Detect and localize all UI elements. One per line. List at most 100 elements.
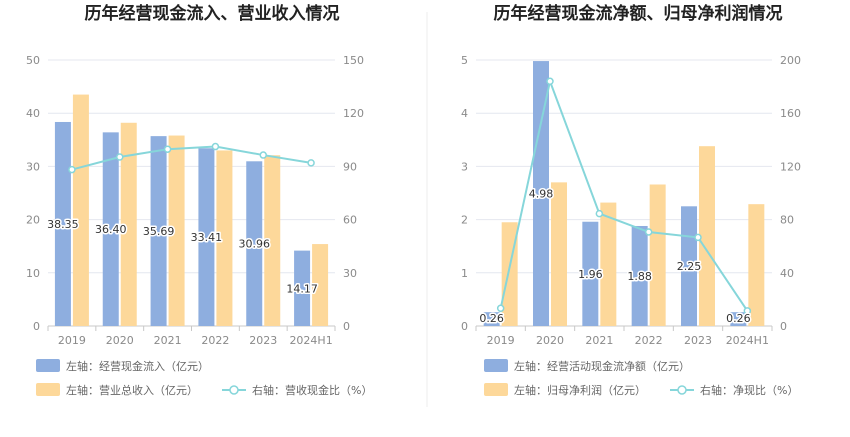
x-tick-label: 2020 — [106, 334, 134, 347]
y-right-tick-label: 90 — [343, 160, 357, 173]
y-left-tick-label: 50 — [26, 54, 40, 67]
x-tick-label: 2023 — [249, 334, 277, 347]
line-point — [694, 233, 702, 242]
legend-swatch-series-1 — [484, 359, 508, 372]
bar-series-1 — [150, 136, 167, 326]
bar-series-1 — [631, 225, 648, 326]
y-left-tick-label: 30 — [26, 160, 40, 173]
bar-data-label: 0.26 — [479, 312, 504, 325]
bar-series-2 — [649, 184, 666, 326]
bar-series-1 — [533, 61, 549, 327]
legend-swatch-series-1 — [36, 359, 60, 372]
y-left-tick-label: 0 — [461, 320, 468, 333]
y-left-tick-label: 3 — [461, 160, 468, 173]
bar-series-2 — [699, 146, 715, 326]
bar-data-label: 36.40 — [95, 223, 127, 236]
bar-series-1 — [54, 121, 71, 326]
bar-series-1 — [102, 132, 119, 326]
y-right-tick-label: 120 — [343, 107, 364, 120]
y-right-tick-label: 80 — [780, 214, 794, 227]
bar-series-2 — [551, 182, 567, 326]
line-series — [71, 145, 312, 171]
bar-data-label: 35.69 — [143, 225, 175, 238]
x-tick-label: 2024H1 — [726, 334, 769, 347]
y-left-tick-label: 10 — [26, 267, 40, 280]
bar-data-label: 0.26 — [726, 312, 751, 325]
y-right-tick-label: 60 — [343, 214, 357, 227]
chart-title: 历年经营现金流净额、归母净利润情况 — [494, 3, 783, 24]
bar-data-label: 2.25 — [677, 260, 702, 273]
bar-data-label: 1.96 — [578, 268, 603, 281]
bar-data-label: 14.17 — [286, 282, 318, 295]
bar-series-1 — [582, 221, 599, 326]
y-left-tick-label: 2 — [461, 214, 468, 227]
line-point — [259, 151, 267, 159]
y-right-tick-label: 200 — [780, 54, 801, 67]
bar-series-2 — [748, 204, 765, 326]
legend-label-series-2: 左轴：营业总收入（亿元） — [66, 383, 198, 397]
line-point — [116, 153, 124, 161]
chart-title: 历年经营现金流入、营业收入情况 — [85, 3, 340, 24]
x-tick-label: 2024H1 — [289, 334, 332, 347]
x-tick-label: 2021 — [585, 334, 613, 347]
legend-swatch-line-marker — [677, 385, 687, 395]
legend-swatch-line-marker — [229, 385, 239, 395]
bar-data-label: 1.88 — [627, 270, 652, 283]
line-point — [211, 142, 220, 151]
x-tick-label: 2020 — [536, 334, 564, 347]
legend-swatch-series-2 — [36, 383, 60, 396]
bar-series-1 — [246, 161, 263, 326]
bar-data-label: 30.96 — [239, 238, 271, 251]
bar-data-label: 4.98 — [529, 188, 554, 201]
line-point — [546, 77, 554, 86]
bar-series-1 — [198, 148, 215, 326]
bar-series-1 — [294, 250, 311, 326]
x-tick-label: 2023 — [684, 334, 712, 347]
line-point — [644, 228, 653, 236]
y-left-tick-label: 1 — [461, 267, 468, 280]
x-tick-label: 2019 — [58, 334, 86, 347]
y-right-tick-label: 150 — [343, 54, 364, 67]
legend-label-series-1: 左轴：经营现金流入（亿元） — [66, 359, 209, 373]
y-left-tick-label: 20 — [26, 214, 40, 227]
x-tick-label: 2019 — [487, 334, 515, 347]
bar-series-2 — [168, 135, 185, 326]
bar-series-2 — [264, 155, 281, 326]
legend-label-series-2: 左轴：归母净利润（亿元） — [514, 383, 646, 397]
line-point — [68, 165, 76, 174]
y-left-tick-label: 4 — [461, 107, 468, 120]
y-left-tick-label: 40 — [26, 107, 40, 120]
line-series — [499, 77, 749, 312]
y-left-tick-label: 5 — [461, 54, 468, 67]
line-point — [307, 159, 315, 167]
bar-series-1 — [483, 312, 500, 326]
chart-cash-inflow-revenue: 历年经营现金流入、营业收入情况 0 10 20 30 40 50 0 30 60 90 120 150 2… — [26, 3, 372, 397]
bar-series-2 — [312, 244, 329, 326]
bar-series-2 — [120, 122, 137, 326]
y-right-tick-label: 0 — [780, 320, 787, 333]
bar-series-2 — [600, 202, 617, 326]
legend-label-series-1: 左轴：经营活动现金流净额（亿元） — [514, 359, 690, 373]
y-right-tick-label: 120 — [780, 160, 801, 173]
y-right-tick-label: 160 — [780, 107, 801, 120]
line-point — [496, 304, 505, 313]
x-tick-label: 2022 — [635, 334, 663, 347]
bar-data-label: 38.35 — [47, 218, 79, 231]
y-right-tick-label: 40 — [780, 267, 794, 280]
line-point — [743, 307, 752, 315]
chart-net-cashflow-profit: 历年经营现金流净额、归母净利润情况 0 1 2 3 4 5 0 40 80 120 160 200 201… — [461, 3, 801, 397]
x-tick-label: 2022 — [201, 334, 229, 347]
line-point — [163, 145, 172, 153]
y-left-tick-label: 0 — [33, 320, 40, 333]
bar-series-2 — [216, 150, 233, 326]
bar-series-2 — [72, 94, 89, 326]
y-right-tick-label: 0 — [343, 320, 350, 333]
bar-data-label: 33.41 — [191, 231, 223, 244]
legend-label-series-3: 右轴：营收现金比（%） — [252, 383, 372, 397]
legend-swatch-series-2 — [484, 383, 508, 396]
y-right-tick-label: 30 — [343, 267, 357, 280]
x-tick-label: 2021 — [154, 334, 182, 347]
line-point — [595, 209, 604, 218]
bar-series-1 — [730, 312, 747, 326]
